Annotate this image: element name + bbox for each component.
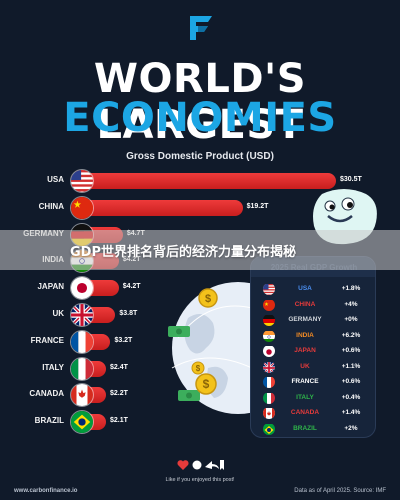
headline-line-1: WORLD'S LARGEST	[93, 56, 307, 148]
heart-icon	[177, 460, 189, 470]
value-label: $3.2T	[114, 336, 133, 344]
growth-country: GERMANY	[288, 316, 322, 323]
growth-row: INDIA +6.2%	[251, 328, 375, 344]
flag-icon	[263, 299, 275, 311]
value-label: $30.5T	[340, 176, 362, 183]
svg-text:$: $	[203, 377, 210, 391]
growth-value: +6.2%	[341, 331, 361, 339]
footer-share-prompt: Like if you enjoyed this post!	[165, 477, 235, 483]
value-label: $2.2T	[110, 390, 128, 398]
value-label: $19.2T	[246, 202, 269, 210]
growth-country: CANADA	[290, 409, 320, 416]
growth-value: +1.4%	[341, 409, 361, 416]
bar-row: CHINA $19.2T	[0, 195, 400, 221]
growth-country: INDIA	[296, 331, 314, 339]
value-label: $3.8T	[119, 310, 138, 317]
share-icon	[205, 461, 219, 469]
growth-country: UK	[300, 362, 310, 370]
growth-row: BRAZIL +2%	[251, 421, 375, 437]
flag-icon	[70, 195, 94, 220]
flag-icon	[263, 330, 275, 342]
bar-row: BRAZIL $2.1T	[0, 409, 400, 435]
gdp-growth-panel: 2025 Real GDP Growth USA+1.8%CHINA+4%GER…	[250, 256, 376, 438]
growth-value: +0.4%	[341, 393, 361, 401]
footer-website: www.carbonfinance.io	[14, 488, 78, 494]
growth-row: JAPAN +0.6%	[251, 343, 375, 359]
globe-money-illustration: $ $ $	[168, 282, 252, 414]
growth-country: FRANCE	[291, 378, 319, 385]
growth-row: CHINA +4%	[251, 297, 375, 313]
country-label: USA	[47, 175, 64, 184]
bar-row: USA $30.5T	[0, 168, 400, 194]
country-label: ITALY	[42, 362, 64, 372]
flag-icon	[70, 276, 94, 301]
bar-row: ITALY $2.4T	[0, 356, 400, 382]
caption-banner-text: GDP世界排名背后的经济力量分布揭秘	[70, 245, 296, 260]
flag-icon	[263, 407, 275, 419]
country-label: CANADA	[29, 389, 64, 399]
growth-value: +1.1%	[341, 362, 361, 370]
growth-value: +0.6%	[341, 347, 361, 354]
flag-icon	[70, 169, 94, 193]
growth-row: CANADA +1.4%	[251, 405, 375, 421]
flag-icon	[70, 329, 94, 354]
growth-row: USA +1.8%	[251, 281, 375, 297]
growth-row: GERMANY +0%	[251, 312, 375, 328]
country-label: FRANCE	[30, 335, 64, 345]
growth-country: CHINA	[294, 300, 316, 308]
growth-value: +2%	[344, 424, 358, 432]
bar-row: UK $3.8T	[0, 302, 400, 328]
growth-value: +0.6%	[341, 378, 361, 385]
growth-country: USA	[298, 285, 312, 292]
country-label: BRAZIL	[34, 416, 64, 426]
flag-icon	[70, 303, 94, 327]
svg-text:$: $	[196, 364, 201, 373]
footer-source: Data as of April 2025. Source: IMF	[294, 488, 386, 494]
headline-line-2: ECONOMIES	[63, 95, 337, 141]
comment-icon	[192, 460, 202, 470]
value-label: $2.1T	[110, 417, 128, 425]
growth-value: +1.8%	[341, 285, 361, 292]
flag-icon	[263, 314, 275, 326]
value-label: $2.4T	[110, 363, 128, 371]
bar-row: FRANCE $3.2T	[0, 329, 400, 355]
flag-icon	[263, 345, 275, 357]
country-label: CHINA	[38, 201, 64, 211]
flag-icon	[263, 423, 275, 435]
growth-value: +0%	[344, 316, 358, 323]
caption-banner: GDP世界排名背后的经济力量分布揭秘	[0, 230, 400, 270]
growth-country: ITALY	[296, 393, 314, 401]
flag-icon	[263, 283, 275, 295]
flag-icon	[263, 376, 275, 388]
flag-icon	[263, 392, 275, 404]
flag-icon	[70, 410, 94, 435]
brand-logo-icon	[190, 16, 212, 40]
growth-row: ITALY +0.4%	[251, 390, 375, 406]
flag-icon	[70, 356, 94, 381]
bar	[84, 173, 336, 189]
social-actions	[177, 460, 224, 470]
growth-row: UK +1.1%	[251, 359, 375, 375]
flag-icon	[263, 360, 275, 373]
bar-row: CANADA $2.2T	[0, 382, 400, 408]
flag-icon	[70, 383, 94, 408]
growth-row: FRANCE +0.6%	[251, 374, 375, 390]
growth-country: BRAZIL	[293, 424, 317, 432]
chart-title: Gross Domestic Product (USD)	[126, 151, 274, 162]
bar	[84, 199, 243, 216]
value-label: $4.2T	[122, 283, 141, 291]
bookmark-icon	[220, 460, 224, 470]
growth-value: +4%	[344, 300, 358, 308]
growth-country: JAPAN	[294, 347, 316, 354]
country-label: JAPAN	[37, 282, 64, 292]
svg-text:$: $	[205, 293, 211, 305]
bar-row: JAPAN $4.2T	[0, 275, 400, 301]
country-label: UK	[52, 309, 64, 318]
